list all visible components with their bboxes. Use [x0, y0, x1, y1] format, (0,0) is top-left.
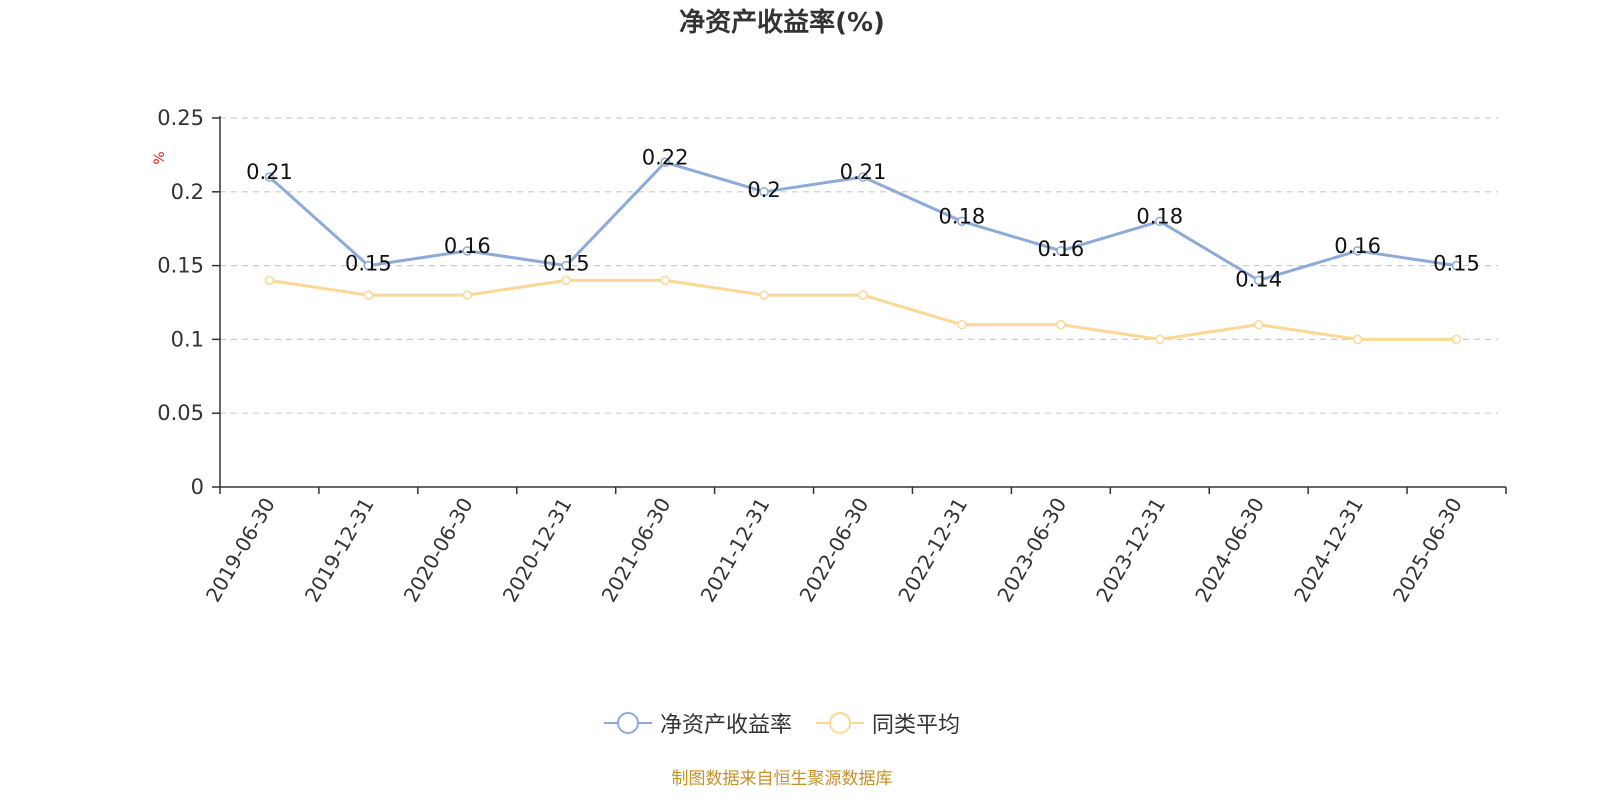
data-point: [957, 216, 967, 227]
data-point: [1451, 334, 1462, 345]
x-tick-label: 2019-12-31: [300, 494, 379, 607]
x-tick-label: 2024-06-30: [1190, 494, 1269, 607]
data-point: [561, 260, 571, 271]
source-note: 制图数据来自恒生聚源数据库: [671, 769, 893, 789]
y-axis-unit: %: [152, 151, 168, 164]
x-tick-label: 2023-06-30: [992, 494, 1071, 607]
y-tick-label: 0.1: [171, 327, 204, 351]
y-tick-label: 0: [191, 475, 204, 499]
data-label: 0.15: [543, 252, 590, 276]
data-point: [363, 290, 374, 300]
data-label: 0.18: [939, 204, 986, 228]
x-tick-label: 2020-12-31: [498, 494, 577, 607]
x-tick-label: 2020-06-30: [399, 494, 478, 607]
data-label: 0.16: [1334, 234, 1381, 258]
data-point: [561, 275, 571, 286]
x-tick-label: 2024-12-31: [1289, 494, 1368, 607]
legend-roe-label: 净资产收益率: [659, 713, 792, 738]
data-point: [660, 157, 670, 168]
data-point: [264, 172, 275, 182]
data-label: 0.21: [246, 160, 293, 184]
x-tick-label: 2025-06-30: [1388, 494, 1467, 607]
data-point: [1253, 275, 1264, 286]
x-tick-label: 2019-06-30: [201, 494, 280, 607]
data-point: [957, 319, 967, 330]
data-point: [1352, 246, 1363, 256]
y-tick-label: 0.05: [157, 401, 204, 425]
legend-item-peer-average[interactable]: 同类平均: [816, 707, 960, 739]
data-point: [1352, 334, 1363, 345]
x-tick-label: 2021-06-30: [597, 494, 676, 607]
x-tick-label: 2021-12-31: [696, 494, 775, 607]
data-point: [1056, 246, 1066, 256]
data-point: [858, 172, 868, 182]
data-label: 0.18: [1136, 204, 1183, 228]
data-point: [462, 290, 473, 300]
data-point: [759, 290, 769, 300]
data-label: 0.21: [840, 160, 887, 184]
data-label: 0.15: [1433, 252, 1480, 276]
legend-peer-average-icon: [816, 712, 864, 734]
data-label: 0.15: [345, 252, 392, 276]
data-point: [660, 275, 670, 286]
data-point: [1451, 260, 1462, 271]
data-point: [1155, 334, 1165, 345]
chart-title: 净资产收益率(%): [679, 8, 885, 38]
data-point: [264, 275, 275, 286]
x-tick-label: 2022-12-31: [893, 494, 972, 607]
data-label: 0.16: [1037, 237, 1084, 261]
data-point: [759, 187, 769, 197]
data-label: 0.16: [444, 234, 491, 258]
x-tick-label: 2022-06-30: [794, 494, 873, 607]
legend-item-roe[interactable]: 净资产收益率: [603, 707, 792, 739]
legend-roe-icon: [603, 712, 652, 734]
data-label: 0.22: [642, 145, 689, 169]
data-point: [1253, 319, 1264, 330]
data-point: [858, 290, 868, 300]
legend: 净资产收益率 同类平均: [0, 707, 1564, 739]
legend-peer-average-label: 同类平均: [872, 713, 961, 738]
y-tick-label: 0.2: [171, 180, 204, 204]
data-label: 0.14: [1235, 267, 1282, 291]
y-tick-label: 0.15: [157, 254, 204, 278]
data-point: [462, 246, 473, 256]
data-point: [1155, 216, 1165, 227]
y-tick-label: 0.25: [157, 106, 204, 130]
data-label: 0.2: [747, 178, 780, 202]
x-tick-label: 2023-12-31: [1091, 494, 1170, 607]
data-point: [363, 260, 374, 271]
data-point: [1056, 319, 1066, 330]
